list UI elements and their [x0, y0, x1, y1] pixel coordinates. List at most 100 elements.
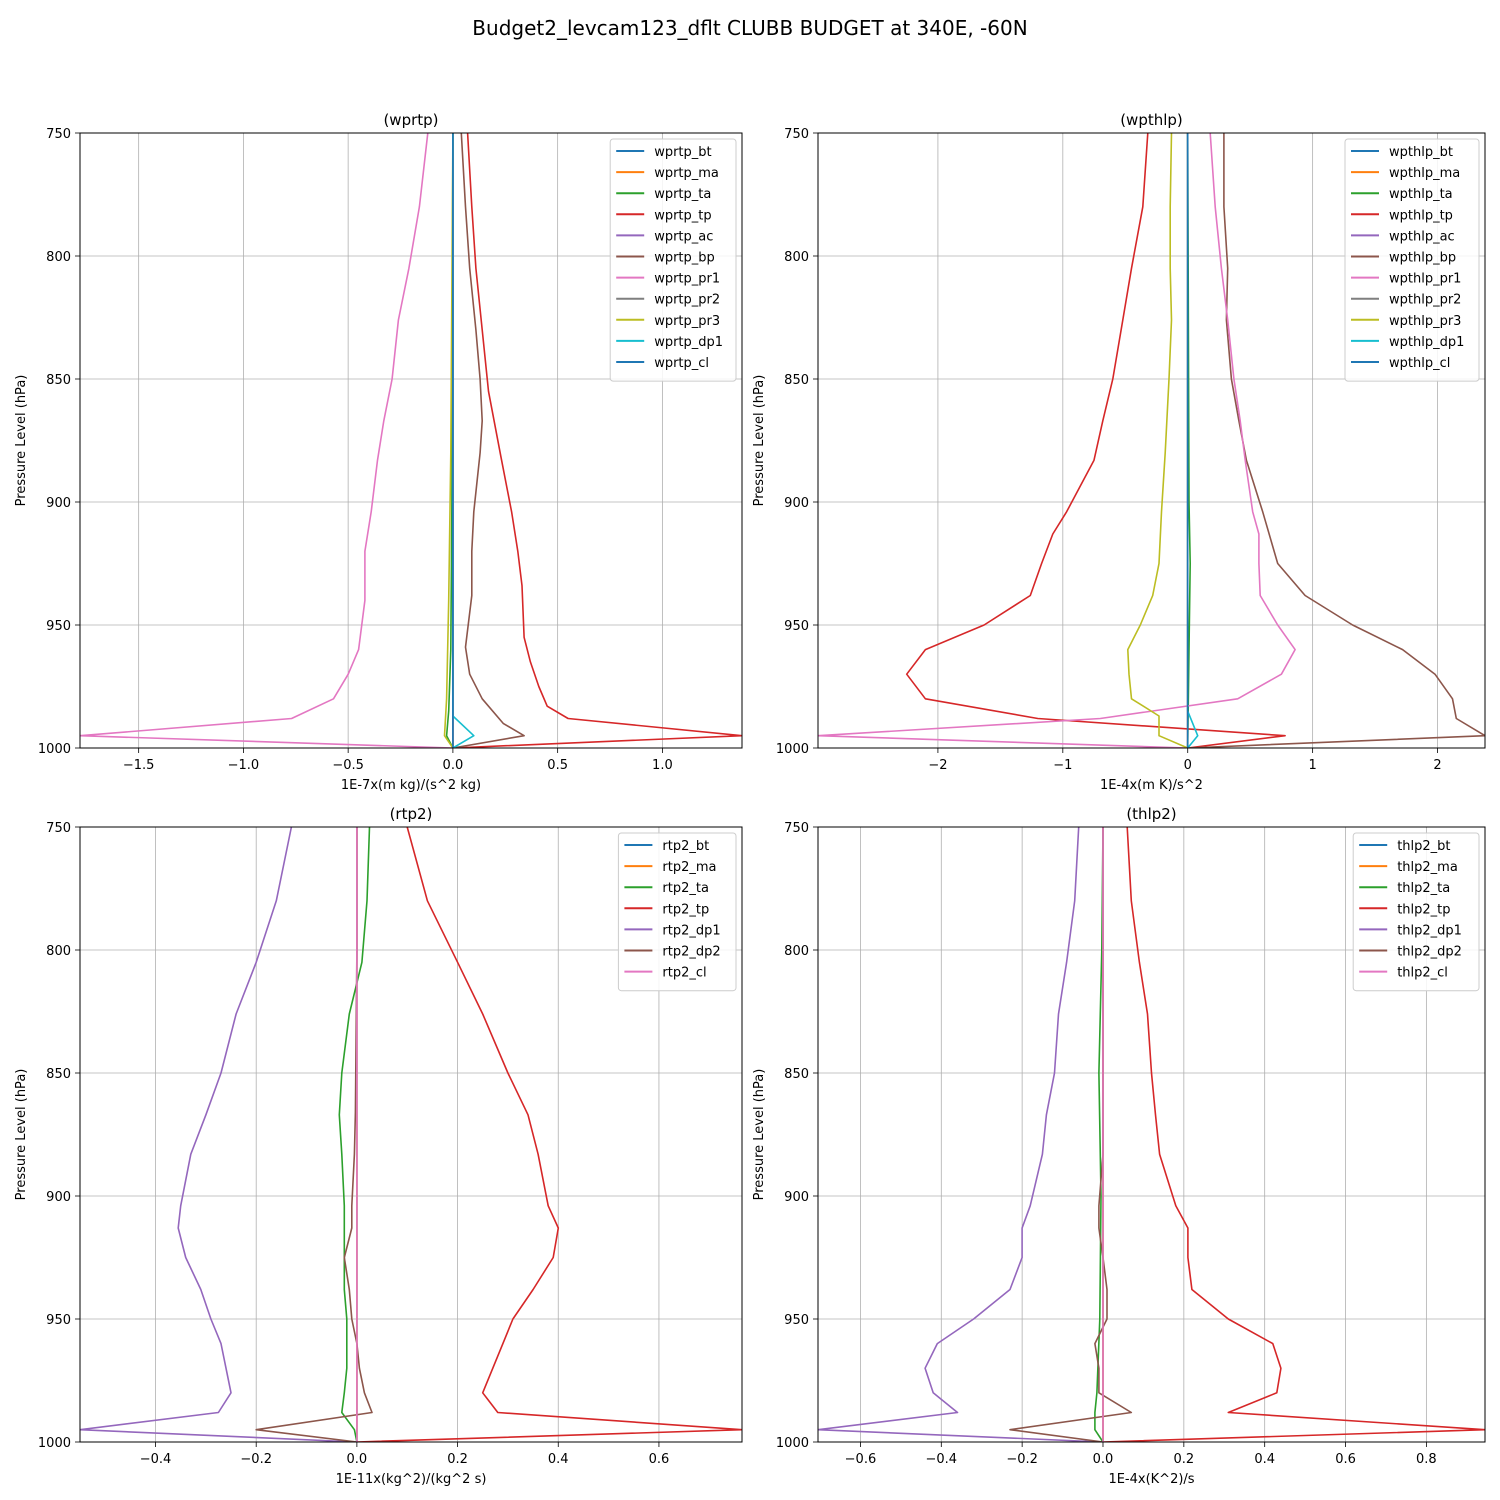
y-tick-label: 1000 — [776, 742, 809, 757]
y-tick-label: 850 — [46, 373, 71, 388]
plot-frame — [79, 132, 743, 749]
y-tick-label: 1000 — [38, 1436, 71, 1451]
legend: wpthlp_bt wpthlp_ma wpthlp_ta wpthlp_tpwpth… — [1344, 138, 1480, 382]
series-line-wprtp_dp1 — [452, 133, 475, 748]
legend-label: wprtp_ac — [654, 229, 713, 244]
y-tick-label: 900 — [46, 496, 71, 511]
series-line-rtp2_dp2 — [255, 827, 373, 1442]
x-axis-label: 1E-4x(K^2)/s — [1108, 1472, 1194, 1487]
x-tick-label: 0 — [1184, 758, 1192, 773]
series-group — [818, 133, 1485, 748]
y-tick-label: 800 — [46, 250, 71, 265]
legend-label: wprtp_tp — [654, 208, 711, 223]
series-group — [80, 827, 742, 1442]
legend-label: wpthlp_ma — [1389, 166, 1460, 181]
x-tick-label: −0.6 — [845, 1452, 877, 1467]
y-tick-label: 800 — [46, 944, 71, 959]
x-tick-label: −2 — [928, 758, 947, 773]
legend-label: rtp2_tp — [662, 902, 709, 917]
y-tick-label: 750 — [784, 821, 809, 836]
series-line-thlp2_dp1 — [818, 827, 1104, 1442]
x-tick-label: 1 — [1308, 758, 1316, 773]
x-axis-label: 1E-11x(kg^2)/(kg^2 s) — [336, 1472, 487, 1487]
legend-label: wprtp_bp — [654, 251, 715, 266]
series-line-wpthlp_tp — [905, 133, 1286, 748]
x-axis-label: 1E-7x(m kg)/(s^2 kg) — [341, 778, 481, 793]
x-tick-label: 0.0 — [347, 1452, 368, 1467]
y-tick-label: 950 — [784, 619, 809, 634]
x-tick-label: 0.0 — [443, 758, 464, 773]
figure-title: Budget2_levcam123_dflt CLUBB BUDGET at 3… — [472, 16, 1028, 40]
x-tick-label: −0.4 — [140, 1452, 172, 1467]
y-tick-label: 850 — [784, 1067, 809, 1082]
x-tick-label: −0.2 — [1006, 1452, 1038, 1467]
series-line-wpthlp_bp — [1187, 133, 1485, 748]
legend-label: wpthlp_tp — [1389, 208, 1453, 223]
series-line-rtp2_dp1 — [80, 827, 357, 1442]
series-line-wprtp_bp — [452, 133, 525, 748]
x-tick-label: −1.5 — [123, 758, 155, 773]
x-tick-label: −0.2 — [240, 1452, 272, 1467]
legend-label: wprtp_ma — [654, 166, 719, 181]
y-tick-label: 750 — [784, 127, 809, 142]
y-axis-label: Pressure Level (hPa) — [14, 1069, 29, 1201]
legend: wprtp_bt wprtp_ma wprtp_ta wprtp_tp wprtp_ac… — [609, 138, 737, 382]
y-axis-label: Pressure Level (hPa) — [14, 375, 29, 507]
legend-label: thlp2_ma — [1397, 860, 1458, 875]
series-line-thlp2_tp — [1102, 827, 1485, 1442]
legend-label: wprtp_pr2 — [654, 293, 720, 308]
y-tick-label: 900 — [784, 1190, 809, 1205]
panel-thlp2: −0.6 −0.4 −0.2 0.0 0.2 0.4 0.6 0.8 750 800 850 900 9… — [752, 805, 1486, 1487]
legend-label: rtp2_ta — [662, 881, 709, 896]
legend-label: wprtp_dp1 — [654, 335, 723, 350]
x-tick-label: 0.5 — [547, 758, 568, 773]
y-tick-label: 1000 — [776, 1436, 809, 1451]
legend-label: wpthlp_dp1 — [1389, 335, 1464, 350]
x-tick-label: 0.2 — [447, 1452, 468, 1467]
legend-label: rtp2_cl — [662, 966, 706, 981]
y-axis-label: Pressure Level (hPa) — [752, 1069, 767, 1201]
series-line-rtp2_tp — [356, 827, 742, 1442]
series-line-wpthlp_ta — [1186, 133, 1191, 748]
x-tick-label: −1 — [1053, 758, 1072, 773]
y-tick-label: 950 — [46, 619, 71, 634]
legend-label: thlp2_dp1 — [1397, 923, 1462, 938]
legend-label: wprtp_pr1 — [654, 272, 720, 287]
series-line-wpthlp_pr3 — [1127, 133, 1189, 748]
series-line-wprtp_ta — [445, 133, 454, 748]
legend-label: wprtp_cl — [654, 356, 709, 371]
x-tick-label: 0.2 — [1173, 1452, 1194, 1467]
series-line-wprtp_pr1 — [80, 133, 453, 748]
x-tick-label: 0.6 — [1335, 1452, 1356, 1467]
legend-label: wpthlp_ta — [1389, 187, 1453, 202]
series-line-wprtp_pr3 — [443, 133, 454, 748]
legend: thlp2_bt thlp2_ma thlp2_ta thlp2_tp thlp2_dp… — [1352, 832, 1480, 992]
legend-label: wpthlp_pr1 — [1389, 272, 1461, 287]
x-tick-label: 0.6 — [649, 1452, 670, 1467]
y-tick-label: 900 — [46, 1190, 71, 1205]
plot-frame — [79, 826, 743, 1443]
legend-label: thlp2_dp2 — [1397, 945, 1462, 960]
series-line-thlp2_dp2 — [1009, 827, 1133, 1442]
series-line-thlp2_ta — [1094, 827, 1104, 1442]
legend-label: wpthlp_bt — [1389, 145, 1453, 160]
x-tick-label: 1.0 — [652, 758, 673, 773]
y-tick-label: 900 — [784, 496, 809, 511]
y-tick-label: 950 — [46, 1313, 71, 1328]
y-tick-label: 850 — [784, 373, 809, 388]
y-tick-label: 750 — [46, 127, 71, 142]
x-tick-label: 0.0 — [1093, 1452, 1114, 1467]
legend-label: rtp2_dp1 — [662, 923, 720, 938]
panel-title: (thlp2) — [1126, 805, 1176, 823]
y-tick-label: 800 — [784, 944, 809, 959]
y-tick-label: 950 — [784, 1313, 809, 1328]
legend-label: rtp2_ma — [662, 860, 716, 875]
x-tick-label: −0.5 — [332, 758, 364, 773]
legend-label: wprtp_bt — [654, 145, 711, 160]
series-group — [818, 827, 1485, 1442]
y-tick-label: 850 — [46, 1067, 71, 1082]
legend-label: wpthlp_pr2 — [1389, 293, 1461, 308]
plot-frame — [817, 826, 1486, 1443]
y-tick-label: 1000 — [38, 742, 71, 757]
